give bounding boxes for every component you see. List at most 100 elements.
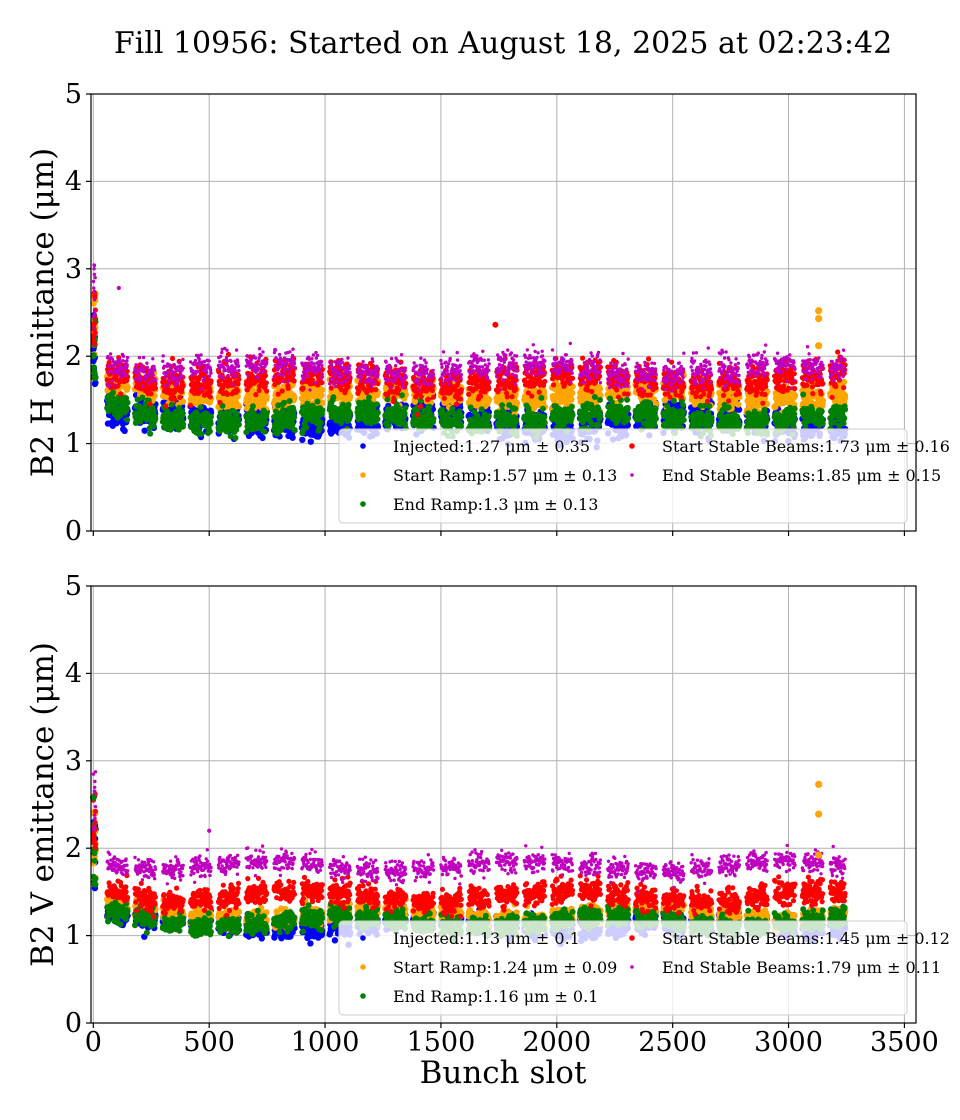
- data-point: [264, 388, 270, 394]
- data-point: [291, 378, 297, 384]
- data-point: [179, 412, 186, 419]
- data-point: [279, 388, 285, 394]
- data-point: [596, 385, 604, 393]
- data-point: [317, 419, 324, 426]
- data-point: [597, 396, 603, 403]
- data-point: [625, 415, 632, 422]
- data-point: [374, 423, 382, 431]
- data-point: [286, 398, 293, 404]
- data-point: [345, 401, 352, 408]
- data-point: [177, 394, 183, 400]
- data-point: [401, 410, 408, 417]
- data-point: [152, 415, 159, 422]
- data-point: [289, 434, 296, 441]
- data-point: [819, 420, 826, 427]
- data-point: [402, 405, 409, 411]
- data-point: [253, 392, 259, 398]
- data-point: [169, 355, 176, 362]
- data-point: [347, 410, 354, 417]
- data-point: [652, 405, 659, 412]
- data-point: [172, 397, 178, 403]
- data-point: [538, 394, 545, 401]
- data-point: [842, 406, 849, 413]
- data-point: [299, 436, 306, 443]
- data-point: [841, 415, 848, 422]
- data-point: [708, 414, 715, 421]
- data-point: [569, 389, 576, 397]
- data-point: [207, 420, 214, 427]
- data-point: [458, 423, 464, 430]
- data-point: [180, 421, 187, 428]
- data-point: [123, 405, 130, 412]
- data-point: [366, 394, 372, 401]
- data-point: [763, 418, 770, 425]
- data-point: [346, 393, 354, 400]
- data-point: [291, 414, 298, 421]
- data-point: [705, 409, 712, 416]
- data-point: [207, 394, 213, 400]
- data-point: [539, 405, 546, 412]
- data-point: [263, 380, 269, 386]
- data-point: [319, 407, 326, 414]
- data-point: [646, 399, 653, 406]
- data-point: [791, 405, 798, 412]
- data-point: [188, 402, 194, 408]
- data-point: [791, 411, 798, 417]
- data-point: [591, 394, 598, 400]
- data-point: [840, 420, 847, 427]
- data-point: [624, 396, 631, 403]
- data-point: [373, 401, 380, 408]
- data-point: [513, 417, 520, 423]
- data-point: [541, 414, 548, 421]
- data-point: [430, 415, 437, 422]
- data-point: [235, 402, 243, 410]
- data-point: [499, 402, 506, 409]
- data-point: [385, 422, 392, 429]
- data-point: [285, 385, 291, 391]
- data-point: [318, 386, 326, 394]
- data-point: [152, 385, 158, 391]
- data-point: [624, 404, 631, 411]
- data-point: [290, 407, 297, 414]
- data-point: [485, 413, 492, 419]
- data-point: [318, 392, 325, 399]
- data-point: [653, 415, 659, 422]
- data-point: [485, 396, 493, 403]
- data-point: [118, 391, 124, 397]
- data-point: [307, 438, 314, 445]
- data-point: [232, 435, 239, 441]
- data-point: [150, 423, 157, 430]
- data-point: [791, 392, 799, 399]
- data-point: [330, 394, 337, 401]
- data-point: [233, 426, 240, 433]
- data-point: [800, 391, 807, 398]
- data-point: [478, 406, 485, 413]
- figure-title: Fill 10956: Started on August 18, 2025 a…: [114, 26, 892, 61]
- data-point: [261, 428, 268, 435]
- data-point: [735, 401, 742, 408]
- data-point: [110, 389, 117, 396]
- data-point: [316, 424, 323, 431]
- data-point: [411, 398, 419, 405]
- data-point: [263, 410, 270, 417]
- data-point: [374, 416, 381, 423]
- data-point: [467, 404, 474, 411]
- data-point: [818, 408, 825, 415]
- data-point: [92, 374, 99, 381]
- data-point: [449, 405, 456, 412]
- data-point: [374, 409, 381, 416]
- data-point: [541, 419, 548, 426]
- data-point: [208, 413, 214, 420]
- data-point: [197, 404, 204, 411]
- data-point: [651, 422, 658, 428]
- data-point: [680, 408, 687, 415]
- data-point: [124, 383, 131, 391]
- data-point: [458, 413, 465, 420]
- data-point: [291, 427, 298, 434]
- data-point: [235, 421, 242, 428]
- data-point: [513, 399, 521, 407]
- data-point: [150, 407, 157, 414]
- data-point: [289, 421, 296, 428]
- data-point: [235, 381, 241, 387]
